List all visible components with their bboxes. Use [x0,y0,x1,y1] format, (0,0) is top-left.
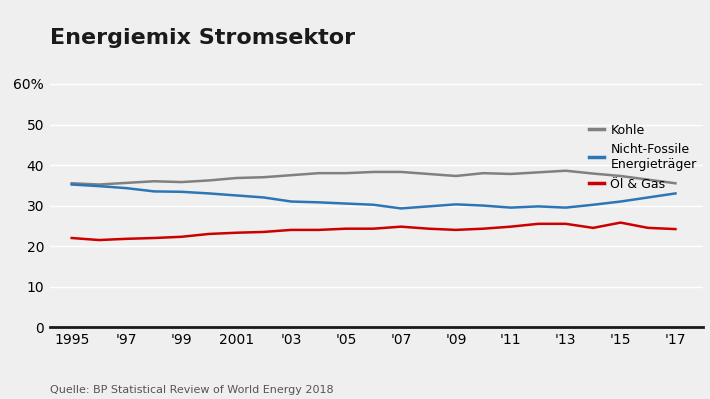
Legend: Kohle, Nicht-Fossile
Energieträger, Öl & Gas: Kohle, Nicht-Fossile Energieträger, Öl &… [589,124,697,191]
Text: Quelle: BP Statistical Review of World Energy 2018: Quelle: BP Statistical Review of World E… [50,385,333,395]
Text: Energiemix Stromsektor: Energiemix Stromsektor [50,28,355,48]
